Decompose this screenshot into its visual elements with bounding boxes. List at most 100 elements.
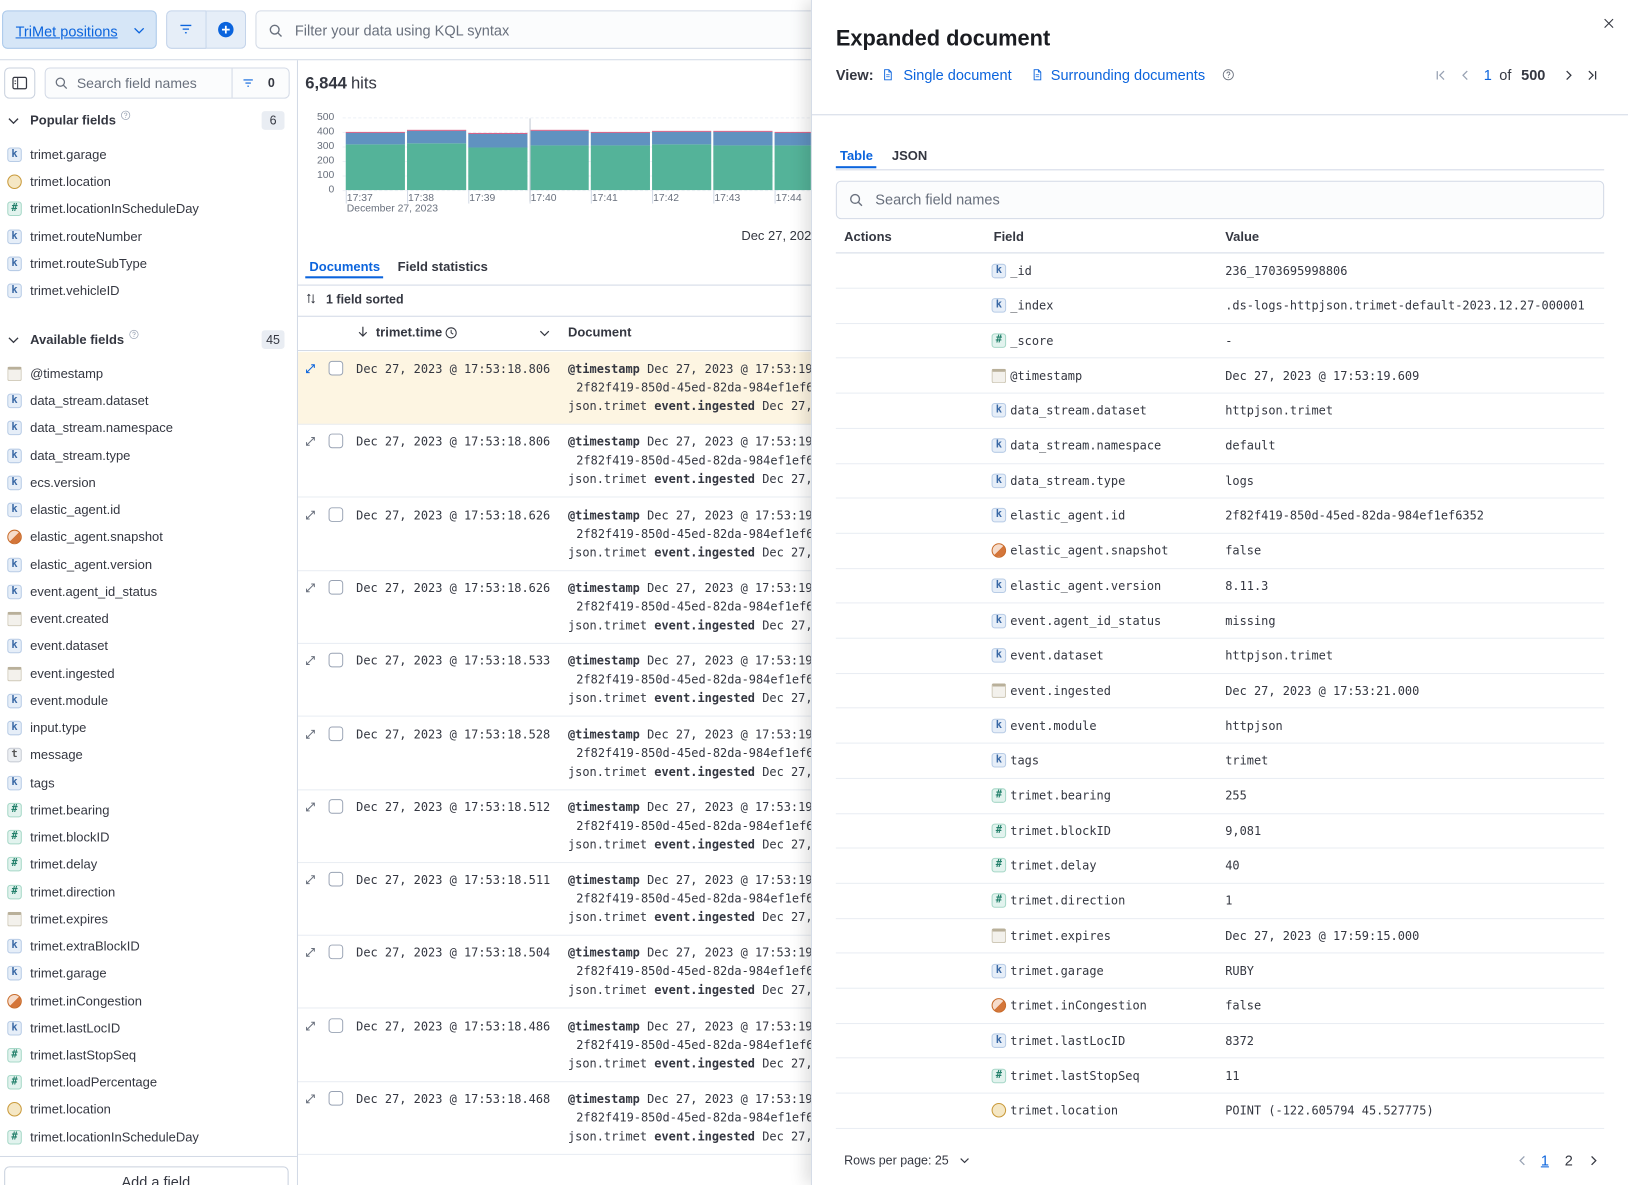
- tab[interactable]: Documents: [309, 259, 381, 275]
- doc-value: Dec 27, 2023 @ 17:53:19: [647, 799, 813, 815]
- document-row: [297, 352, 818, 425]
- row-checkbox[interactable]: [328, 725, 344, 741]
- field-name[interactable]: event.dataset: [30, 639, 109, 654]
- chevron[interactable]: [6, 113, 21, 128]
- data-view-picker[interactable]: TriMet positions: [2, 10, 157, 49]
- query-input[interactable]: Filter your data using KQL syntax: [255, 10, 837, 49]
- column-header[interactable]: trimet.time: [375, 325, 443, 340]
- tab[interactable]: JSON: [891, 148, 928, 164]
- field-name[interactable]: trimet.lastStopSeq: [30, 1047, 137, 1063]
- chevron-shape: [960, 1158, 969, 1164]
- field-name[interactable]: trimet.bearing: [30, 802, 110, 818]
- row-checkbox[interactable]: [328, 506, 344, 522]
- field-name[interactable]: event.agent_id_status: [30, 584, 158, 600]
- close-flyout[interactable]: [1602, 17, 1615, 31]
- field-name[interactable]: tags: [30, 775, 55, 790]
- divider: [835, 987, 1605, 989]
- row-checkbox[interactable]: [328, 579, 344, 595]
- chevron[interactable]: [958, 1154, 970, 1166]
- row-checkbox[interactable]: [328, 360, 344, 376]
- first-page[interactable]: [1434, 69, 1447, 83]
- page-link[interactable]: 1: [1540, 1151, 1549, 1169]
- field-name[interactable]: trimet.direction: [30, 884, 116, 899]
- last-page[interactable]: [1585, 69, 1598, 83]
- row-checkbox[interactable]: [328, 1017, 344, 1034]
- data-view-name[interactable]: TriMet positions: [15, 22, 118, 40]
- expand-row[interactable]: [304, 582, 316, 594]
- field-name[interactable]: event.ingested: [30, 666, 115, 681]
- page-link[interactable]: 2: [1564, 1151, 1573, 1169]
- expand-row[interactable]: [304, 1020, 316, 1032]
- field-search[interactable]: Search field names: [835, 180, 1605, 220]
- view-option[interactable]: Surrounding documents: [1050, 66, 1206, 84]
- next-page[interactable]: [1562, 69, 1575, 83]
- doc-line: @timestamp Dec 27, 2023 @ 17:53:19: [568, 361, 813, 376]
- expand-row[interactable]: [304, 1093, 316, 1105]
- field-name[interactable]: message: [30, 748, 83, 763]
- field-name[interactable]: @timestamp: [30, 366, 104, 382]
- expand-row[interactable]: [304, 801, 316, 813]
- field-name[interactable]: trimet.routeSubType: [30, 256, 147, 271]
- row-checkbox[interactable]: [328, 1091, 344, 1107]
- field-name[interactable]: trimet.locationInScheduleDay: [30, 1129, 199, 1145]
- row-checkbox[interactable]: [328, 652, 344, 668]
- field-name[interactable]: ecs.version: [30, 475, 96, 491]
- field-name[interactable]: trimet.delay: [30, 857, 98, 872]
- field-name[interactable]: trimet.expires: [30, 911, 109, 927]
- prev-page[interactable]: [1459, 69, 1472, 83]
- expand-row[interactable]: [304, 435, 316, 447]
- field-name[interactable]: trimet.routeNumber: [30, 229, 142, 244]
- row-checkbox[interactable]: [328, 944, 344, 960]
- field-name[interactable]: data_stream.namespace: [30, 421, 173, 436]
- field-type-icon: k: [7, 229, 22, 244]
- expand-row-shape: [306, 1094, 315, 1104]
- field-name[interactable]: trimet.garage: [30, 966, 107, 981]
- expand-row[interactable]: [304, 728, 316, 740]
- column-menu[interactable]: [538, 326, 551, 340]
- field-name[interactable]: input.type: [30, 720, 87, 736]
- field-name[interactable]: trimet.locationInScheduleDay: [30, 201, 199, 217]
- expand-row[interactable]: [304, 947, 316, 959]
- row-checkbox[interactable]: [328, 433, 344, 449]
- field-name[interactable]: trimet.blockID: [30, 829, 110, 845]
- chevron[interactable]: [6, 332, 21, 347]
- field-name[interactable]: data_stream.type: [30, 448, 131, 463]
- field-name[interactable]: trimet.location: [30, 174, 111, 190]
- expand-row[interactable]: [304, 508, 316, 520]
- next-page[interactable]: [1587, 1154, 1600, 1168]
- field-name[interactable]: trimet.location: [30, 1102, 111, 1117]
- field-type-icon: k: [7, 938, 22, 954]
- field-name[interactable]: elastic_agent.snapshot: [30, 530, 163, 545]
- rows-per-page[interactable]: Rows per page: 25: [844, 1152, 949, 1168]
- field-name[interactable]: trimet.lastLocID: [30, 1020, 121, 1036]
- doc-key: @timestamp: [567, 434, 640, 449]
- tab[interactable]: Table: [839, 148, 873, 164]
- field-type-icon: k: [7, 966, 22, 981]
- toggle-sidebar[interactable]: [4, 67, 36, 99]
- view-option[interactable]: Single document: [903, 66, 1012, 84]
- expand-row[interactable]: [304, 874, 316, 886]
- field-name[interactable]: data_stream.dataset: [30, 393, 149, 409]
- field-name[interactable]: elastic_agent.version: [30, 557, 153, 572]
- expand-row[interactable]: [304, 362, 316, 374]
- field-name[interactable]: trimet.inCongestion: [30, 993, 142, 1008]
- add-field-button[interactable]: Add a field: [4, 1166, 289, 1185]
- tab[interactable]: Field statistics: [397, 259, 488, 275]
- expand-row[interactable]: [304, 655, 316, 667]
- field-name[interactable]: elastic_agent.id: [30, 502, 121, 518]
- field-name[interactable]: event.module: [30, 693, 109, 709]
- row-checkbox[interactable]: [328, 871, 344, 887]
- field-name[interactable]: trimet.vehicleID: [30, 283, 120, 299]
- sort-info[interactable]: 1 field sorted: [326, 291, 404, 307]
- field-type-icon: k: [991, 648, 1007, 663]
- field-name[interactable]: trimet.extraBlockID: [30, 938, 140, 954]
- row-checkbox[interactable]: [328, 798, 344, 814]
- doc-key: @timestamp: [567, 1018, 640, 1034]
- field-name[interactable]: event.created: [30, 611, 109, 627]
- field-search[interactable]: Search field names 0: [44, 67, 290, 99]
- prev-page[interactable]: [1516, 1154, 1529, 1168]
- field-name[interactable]: trimet.garage: [30, 147, 107, 163]
- field-name[interactable]: trimet.loadPercentage: [30, 1075, 158, 1090]
- doc-value: json.trimet: [567, 617, 648, 633]
- add-field-label[interactable]: Add a field: [121, 1173, 191, 1185]
